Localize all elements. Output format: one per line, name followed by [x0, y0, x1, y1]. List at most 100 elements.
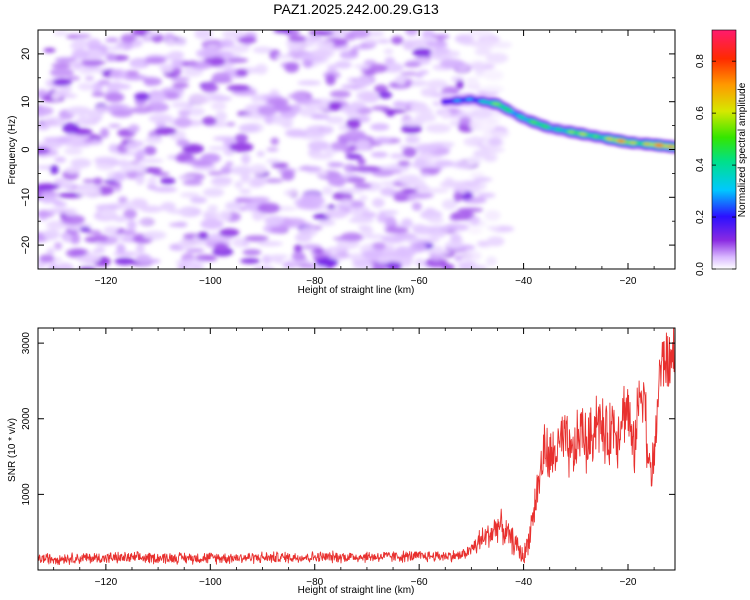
noise-speckle	[372, 242, 386, 251]
noise-speckle	[348, 30, 371, 39]
noise-speckle	[409, 102, 429, 114]
noise-speckle	[257, 202, 281, 214]
noise-speckle	[431, 34, 450, 39]
noise-speckle	[328, 101, 342, 112]
noise-speckle	[488, 137, 503, 147]
noise-speckle	[120, 33, 136, 44]
x-tick-label: −60	[411, 276, 428, 287]
noise-speckle	[136, 149, 146, 158]
noise-speckle	[370, 123, 390, 131]
noise-speckle	[238, 123, 259, 133]
noise-speckle	[46, 207, 71, 214]
noise-speckle	[219, 228, 240, 237]
y-tick-label: −20	[20, 236, 32, 255]
noise-speckle	[241, 240, 250, 247]
noise-speckle	[212, 177, 233, 182]
noise-speckle	[145, 31, 160, 37]
noise-speckle	[391, 35, 404, 45]
noise-speckle	[85, 230, 102, 235]
noise-speckle	[252, 46, 273, 54]
noise-speckle	[328, 162, 345, 168]
noise-speckle	[373, 136, 392, 144]
noise-speckle	[297, 166, 323, 171]
noise-speckle	[382, 62, 404, 73]
noise-speckle	[135, 253, 152, 265]
noise-speckle	[474, 48, 491, 56]
noise-speckle	[441, 199, 457, 210]
noise-speckle	[79, 226, 91, 233]
noise-speckle	[325, 74, 336, 86]
noise-speckle	[54, 201, 68, 207]
x-tick-label: −120	[95, 577, 118, 588]
noise-speckle	[54, 156, 67, 163]
noise-speckle	[91, 82, 104, 93]
noise-speckle	[350, 166, 375, 172]
snr-y-label: SNR (10 * v/v)	[7, 418, 18, 482]
noise-speckle	[109, 182, 121, 187]
noise-speckle	[298, 106, 316, 117]
noise-speckle	[160, 177, 176, 185]
noise-speckle	[326, 246, 347, 253]
noise-speckle	[123, 145, 139, 150]
noise-speckle	[400, 256, 413, 268]
noise-speckle	[349, 48, 359, 55]
noise-speckle	[152, 172, 170, 177]
noise-speckle	[244, 235, 269, 242]
x-tick-label: −20	[620, 577, 637, 588]
noise-speckle	[93, 156, 119, 165]
snr-y-ticks: 1000 2000 3000	[21, 332, 675, 506]
noise-speckle	[186, 248, 205, 253]
noise-speckle	[400, 71, 419, 76]
noise-speckle	[355, 76, 372, 87]
x-tick-label: −120	[95, 276, 118, 287]
y-tick-label: 0	[20, 146, 32, 152]
x-tick-label: −40	[515, 276, 532, 287]
noise-speckle	[287, 93, 308, 99]
noise-speckle	[472, 61, 485, 71]
noise-speckle	[392, 100, 405, 108]
noise-speckle	[426, 187, 449, 194]
noise-speckle	[327, 204, 336, 210]
noise-speckle	[408, 192, 434, 199]
colorbar-tick-label: 0.2	[695, 210, 706, 224]
noise-speckle	[256, 150, 265, 157]
noise-speckle	[457, 207, 484, 213]
noise-speckle	[143, 77, 163, 86]
noise-speckle	[339, 188, 365, 194]
noise-speckle	[225, 161, 234, 167]
noise-speckle	[92, 248, 106, 254]
noise-speckle	[220, 165, 232, 175]
noise-speckle	[370, 151, 388, 158]
noise-speckle	[84, 76, 95, 81]
noise-speckle	[285, 258, 312, 265]
noise-speckle	[87, 109, 104, 120]
noise-speckle	[45, 196, 58, 203]
noise-speckle	[197, 231, 209, 240]
noise-speckle	[449, 233, 462, 243]
noise-speckle	[284, 62, 300, 73]
noise-speckle	[113, 215, 128, 223]
signal-ridge	[439, 92, 675, 154]
noise-speckle	[485, 52, 509, 64]
noise-speckle	[353, 64, 373, 69]
noise-speckle	[160, 63, 174, 74]
colorbar-gradient	[711, 29, 737, 270]
noise-speckle	[416, 184, 431, 194]
noise-speckle	[54, 57, 76, 64]
noise-speckle	[195, 48, 218, 59]
noise-speckle	[458, 116, 472, 126]
x-tick-label: −100	[199, 577, 222, 588]
noise-speckle	[179, 175, 195, 180]
noise-speckle	[171, 101, 189, 109]
noise-speckle	[95, 204, 119, 211]
noise-speckle	[443, 223, 470, 232]
noise-speckle	[108, 123, 122, 128]
noise-speckle	[200, 218, 224, 230]
noise-speckle	[64, 166, 82, 174]
noise-speckle	[316, 40, 335, 50]
noise-speckle	[99, 127, 110, 139]
noise-speckle	[51, 91, 61, 101]
noise-speckle	[52, 78, 73, 86]
x-tick-label: −20	[620, 276, 637, 287]
noise-speckle	[234, 181, 243, 189]
